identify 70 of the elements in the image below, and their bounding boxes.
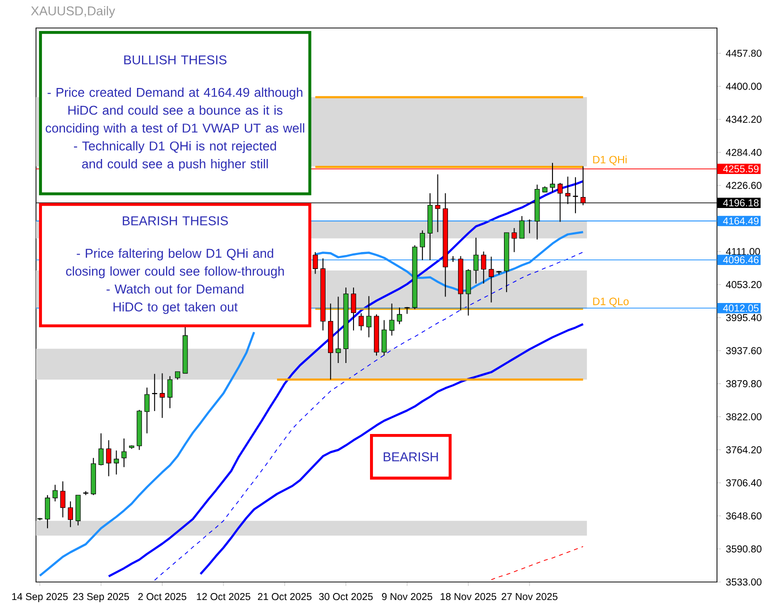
ref-line-label: 4096.46: [723, 256, 759, 264]
candlestick: [106, 440, 112, 477]
annotation: - Price faltering below D1 QHi and closing lower could see follow-through: [66, 248, 284, 278]
candlestick: [450, 256, 456, 262]
candlestick: [481, 251, 486, 284]
y-tick-label: 3879.80: [726, 380, 762, 388]
y-tick-label: 3995.40: [726, 314, 762, 322]
candlestick: [550, 162, 556, 193]
candlestick: [52, 484, 58, 502]
annotation: - Technically D1 QHi is not rejected and could see a push higher still: [74, 141, 276, 171]
candlestick: [60, 480, 66, 518]
x-tick-label: 12 Oct 2025: [196, 593, 250, 600]
candlestick: [336, 296, 341, 364]
candlestick: [121, 438, 127, 468]
y-tick-label: 4342.20: [726, 116, 762, 123]
y-tick-label: 4457.80: [726, 50, 762, 57]
y-tick-label: 3590.80: [726, 545, 762, 552]
candlestick: [144, 387, 150, 434]
x-tick-label: 23 Sep 2025: [73, 593, 129, 602]
candlestick: [44, 494, 50, 529]
annotation: - Price created Demand at 4164.49 although HiDC and could see a bounce as it is conciding with a test of D1 VWAP UT as well: [46, 88, 304, 136]
candlestick: [519, 216, 524, 239]
x-tick-label: 27 Nov 2025: [502, 593, 558, 600]
candlestick: [114, 450, 119, 475]
series-label: D1 QLo: [593, 298, 629, 308]
x-tick-label: 18 Nov 2025: [440, 593, 496, 600]
y-tick-label: 3533.00: [726, 578, 762, 586]
chart-title: XAUUSD,Daily: [31, 6, 116, 18]
line-series: [490, 546, 584, 580]
x-tick-label: 21 Oct 2025: [258, 593, 312, 600]
y-tick-label: 3648.60: [726, 512, 762, 520]
y-tick-label: 4226.60: [726, 182, 762, 189]
candlestick: [512, 228, 517, 253]
y-tick-label: 4284.40: [726, 148, 762, 156]
annotation: - Watch out for Demand HiDC to get taken out: [106, 284, 244, 314]
y-tick-label: 3937.60: [726, 347, 762, 354]
candlestick: [68, 500, 74, 528]
candlestick: [420, 230, 425, 261]
candlestick: [473, 237, 479, 284]
x-tick-label: 30 Oct 2025: [319, 593, 373, 600]
candlestick: [382, 320, 387, 356]
y-tick-label: 3764.20: [726, 446, 762, 454]
candlestick: [526, 219, 532, 234]
y-tick-label: 4111.00: [726, 248, 760, 256]
y-tick-label: 3822.00: [726, 413, 762, 420]
ref-line-label: 4196.18: [723, 199, 759, 206]
candlestick: [358, 312, 364, 331]
y-tick-label: 3706.40: [726, 479, 762, 486]
ref-line-label: 4164.49: [723, 217, 759, 224]
annotation: BULLISH THESIS: [124, 55, 226, 64]
candlestick: [152, 373, 158, 412]
candlestick: [366, 296, 372, 338]
x-tick-label: 2 Oct 2025: [138, 593, 186, 600]
candlestick: [98, 432, 104, 466]
candlestick: [466, 268, 471, 316]
y-tick-label: 4053.20: [726, 281, 762, 288]
y-tick-label: 4400.00: [726, 82, 762, 90]
candlestick: [160, 372, 165, 418]
x-tick-label: 14 Sep 2025: [12, 593, 68, 602]
candlestick: [389, 303, 394, 336]
candlestick: [396, 307, 402, 325]
ref-line-label: 4255.59: [723, 165, 759, 172]
candlestick: [167, 376, 172, 409]
ref-line-label: 4012.05: [723, 304, 759, 312]
annotation: BEARISH THESIS: [122, 216, 228, 226]
candlestick: [350, 287, 356, 331]
series-label: D1 QHi: [593, 156, 627, 166]
annotation: BEARISH: [384, 452, 438, 462]
candlestick: [488, 256, 494, 303]
x-tick-label: 9 Nov 2025: [382, 593, 432, 600]
